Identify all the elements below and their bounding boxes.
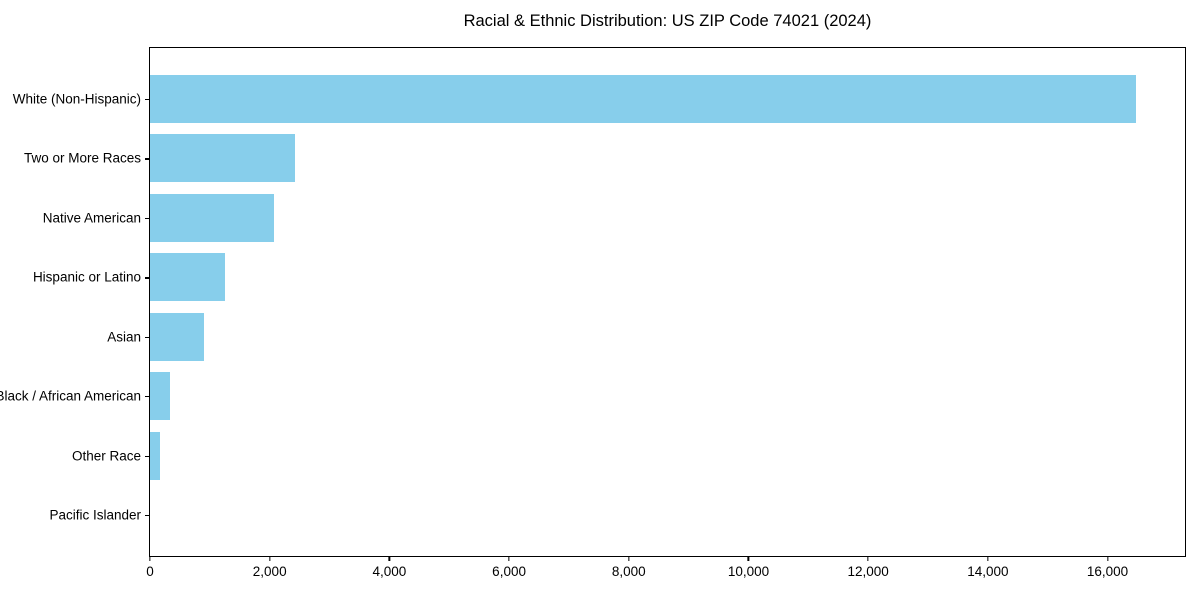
- y-axis-label: Pacific Islander: [49, 507, 141, 523]
- x-tick-mark: [508, 556, 510, 561]
- bar-row: Pacific Islander: [49, 491, 1185, 539]
- x-tick-mark: [747, 556, 750, 561]
- x-tick-mark: [628, 556, 630, 561]
- x-tick-mark: [388, 556, 391, 561]
- bar-row: Two or More Races: [24, 134, 1185, 183]
- y-tick-mark: [145, 99, 150, 101]
- x-tick-label: 10,000: [727, 564, 770, 579]
- x-tick-label: 4,000: [372, 564, 407, 579]
- y-tick-mark: [145, 217, 150, 220]
- bar-row: White (Non-Hispanic): [13, 75, 1185, 123]
- x-tick-mark: [867, 556, 869, 561]
- chart-title: Racial & Ethnic Distribution: US ZIP Cod…: [463, 12, 872, 30]
- y-axis-label: Native American: [42, 210, 141, 226]
- y-tick-mark: [145, 396, 150, 398]
- y-tick-mark: [145, 514, 150, 517]
- bar: [150, 134, 295, 183]
- bar: [150, 75, 1136, 123]
- x-tick-mark: [1106, 556, 1109, 561]
- bar-row: Native American: [43, 193, 1185, 242]
- bars-container: White (Non-Hispanic) Two or More Races Nat…: [0, 75, 1185, 539]
- y-tick-mark: [145, 455, 150, 457]
- bar-row: Asian: [107, 312, 1185, 361]
- y-tick-mark: [145, 158, 150, 160]
- y-axis-label: White (Non-Hispanic): [12, 91, 141, 107]
- x-tick-label: 8,000: [611, 564, 646, 579]
- y-tick-mark: [145, 277, 150, 279]
- y-axis-label: Black / African American: [0, 388, 141, 404]
- x-tick-mark: [269, 556, 271, 561]
- y-tick-mark: [145, 336, 150, 338]
- bar: [150, 372, 171, 421]
- y-axis-label: Hispanic or Latino: [32, 269, 141, 285]
- y-axis-label: Other Race: [71, 448, 141, 464]
- x-tick-label: 6,000: [492, 564, 526, 579]
- x-tick-label: 12,000: [847, 564, 889, 579]
- bar-row: Black / African American: [0, 372, 1185, 421]
- bar: [150, 312, 204, 361]
- x-tick-mark: [149, 556, 151, 561]
- x-tick-label: 16,000: [1086, 564, 1129, 579]
- bar-row: Hispanic or Latino: [33, 253, 1185, 302]
- bar-row: Other Race: [72, 431, 1185, 480]
- plot-area: White (Non-Hispanic) Two or More Races Nat…: [0, 47, 1186, 579]
- x-tick-label: 2,000: [252, 564, 287, 579]
- x-tick-mark: [987, 556, 989, 561]
- x-tick-label: 0: [146, 564, 154, 579]
- y-axis-label: Two or More Races: [23, 150, 141, 166]
- bar: [150, 193, 274, 242]
- y-axis-label: Asian: [107, 329, 141, 345]
- x-tick-label: 14,000: [967, 564, 1009, 579]
- bar: [150, 431, 160, 480]
- bar: [150, 253, 225, 302]
